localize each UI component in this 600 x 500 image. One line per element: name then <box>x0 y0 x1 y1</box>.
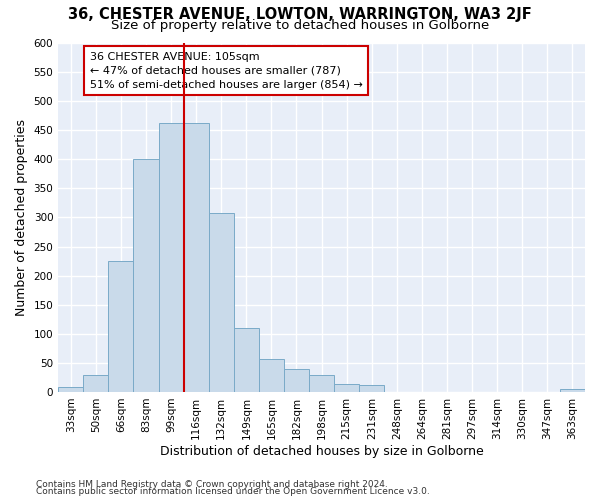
Bar <box>334 384 359 392</box>
Text: Size of property relative to detached houses in Golborne: Size of property relative to detached ho… <box>111 18 489 32</box>
Bar <box>560 389 585 392</box>
Text: Contains HM Land Registry data © Crown copyright and database right 2024.: Contains HM Land Registry data © Crown c… <box>36 480 388 489</box>
Bar <box>109 261 133 392</box>
Y-axis label: Number of detached properties: Number of detached properties <box>15 119 28 316</box>
Bar <box>284 368 309 392</box>
Text: 36, CHESTER AVENUE, LOWTON, WARRINGTON, WA3 2JF: 36, CHESTER AVENUE, LOWTON, WARRINGTON, … <box>68 8 532 22</box>
Text: 36 CHESTER AVENUE: 105sqm
← 47% of detached houses are smaller (787)
51% of semi: 36 CHESTER AVENUE: 105sqm ← 47% of detac… <box>90 52 362 90</box>
Bar <box>58 388 83 392</box>
Bar <box>83 374 109 392</box>
Bar <box>359 385 385 392</box>
X-axis label: Distribution of detached houses by size in Golborne: Distribution of detached houses by size … <box>160 444 484 458</box>
Bar <box>209 213 234 392</box>
Text: Contains public sector information licensed under the Open Government Licence v3: Contains public sector information licen… <box>36 487 430 496</box>
Bar <box>259 360 284 392</box>
Bar <box>234 328 259 392</box>
Bar <box>133 160 158 392</box>
Bar <box>158 124 184 392</box>
Bar <box>184 124 209 392</box>
Bar <box>309 374 334 392</box>
